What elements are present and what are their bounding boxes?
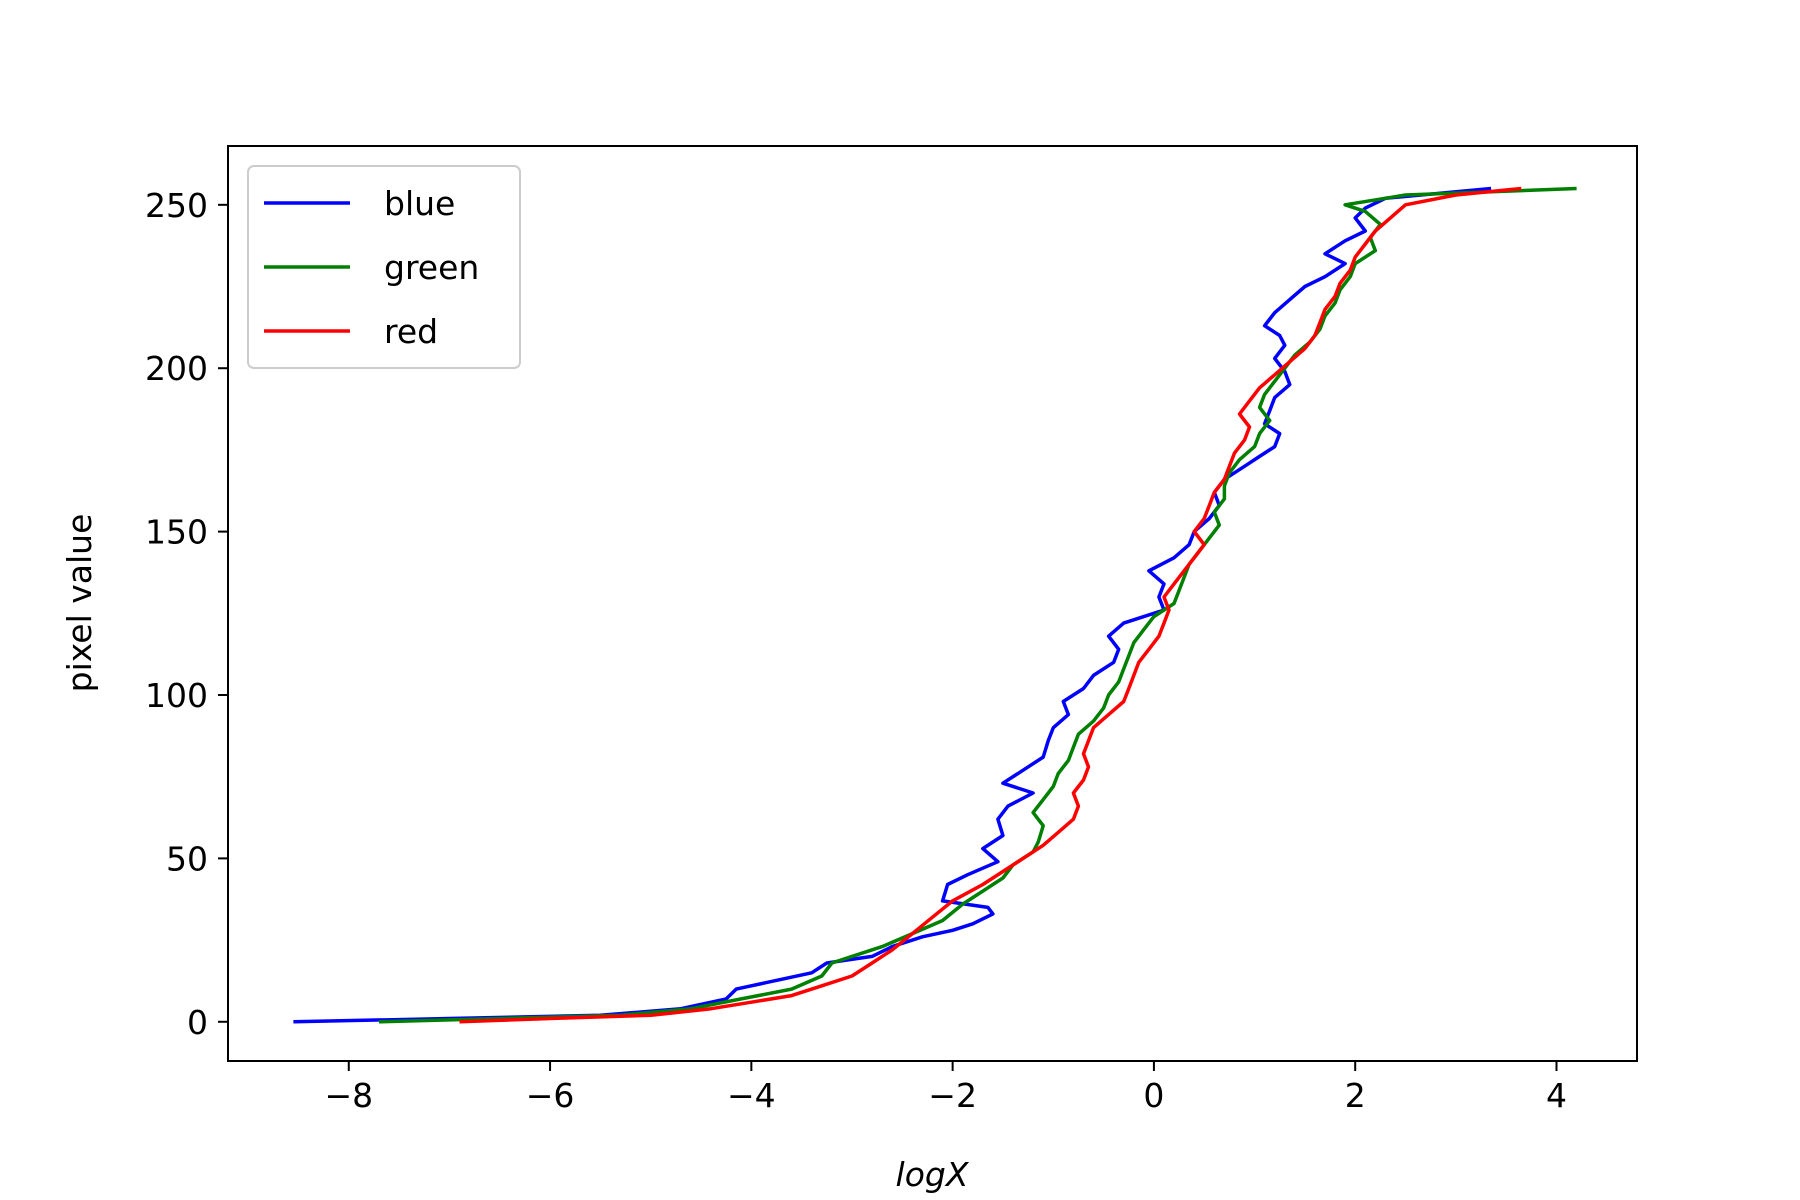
legend: blue green red	[247, 165, 521, 369]
y-tick-label: 250	[145, 186, 208, 225]
legend-label-green: green	[384, 248, 479, 287]
x-tick-label: 2	[1345, 1076, 1366, 1115]
x-axis-ticks: −8 −6 −4 −2 0 2 4	[324, 1061, 1567, 1115]
x-tick-label: −4	[727, 1076, 776, 1115]
y-tick-label: 150	[145, 513, 208, 552]
legend-entries: blue green red	[264, 184, 479, 351]
legend-label-blue: blue	[384, 184, 455, 223]
y-tick-label: 0	[187, 1003, 208, 1042]
series-line-red	[459, 186, 1522, 1024]
series-line-blue	[293, 186, 1492, 1024]
x-axis-label: logX	[896, 1155, 970, 1194]
y-tick-label: 100	[145, 676, 208, 715]
y-tick-label: 50	[166, 839, 208, 878]
series-line-green	[378, 186, 1577, 1024]
x-tick-label: 0	[1143, 1076, 1164, 1115]
legend-label-red: red	[384, 312, 438, 351]
x-tick-label: −2	[928, 1076, 977, 1115]
y-axis-ticks: 0 50 100 150 200 250	[145, 186, 228, 1042]
series-layer	[293, 186, 1577, 1024]
legend-box	[247, 165, 521, 369]
x-tick-label: −8	[324, 1076, 373, 1115]
y-tick-label: 200	[145, 349, 208, 388]
x-tick-label: −6	[526, 1076, 575, 1115]
plot-frame	[227, 145, 1638, 1062]
y-axis-label: pixel value	[60, 514, 99, 693]
x-tick-label: 4	[1546, 1076, 1567, 1115]
